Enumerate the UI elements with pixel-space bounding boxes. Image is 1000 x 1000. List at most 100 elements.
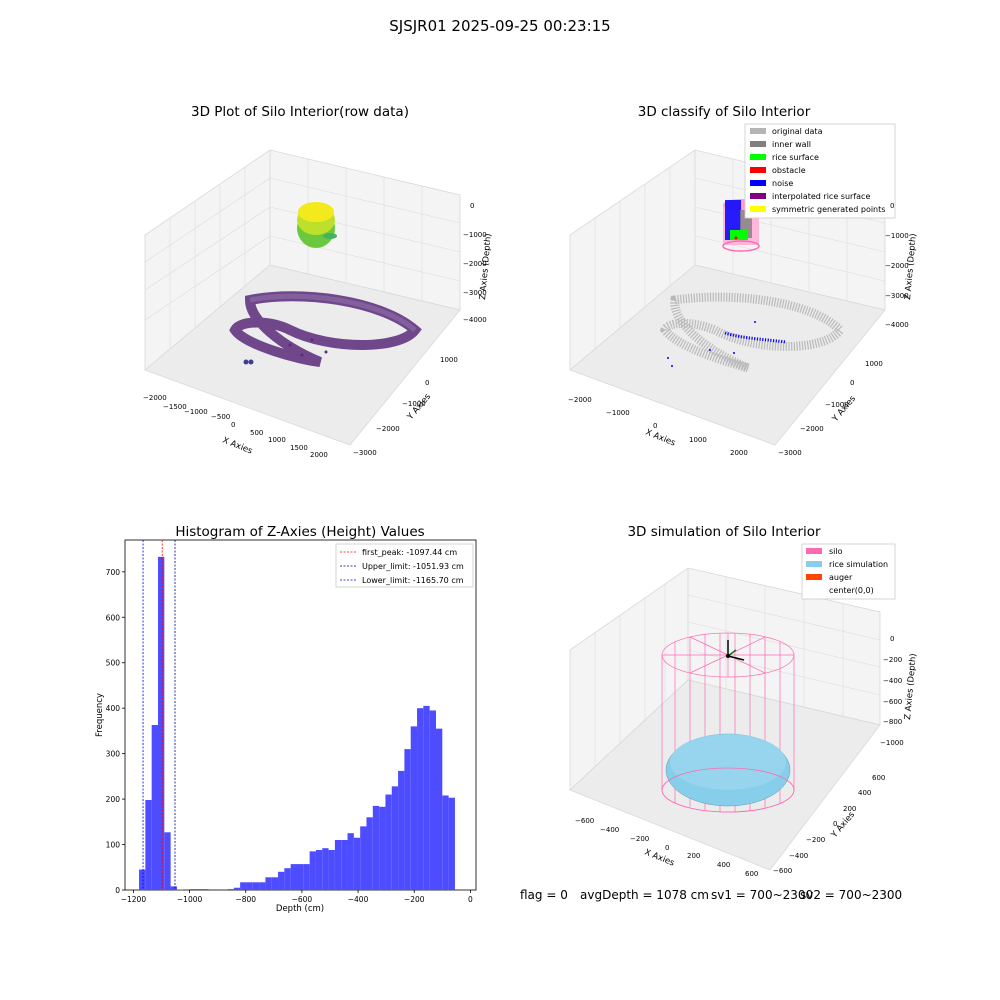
- panel1-gridlines: [144, 159, 461, 349]
- p4-ytick: −400: [789, 852, 808, 860]
- p4-legend-item: silo: [829, 547, 843, 556]
- panel1-title: 3D Plot of Silo Interior(row data): [191, 104, 409, 120]
- legend-swatch-original: [750, 128, 766, 134]
- p2-ztick: −4000: [885, 321, 909, 329]
- hist-ytick-label: 600: [106, 613, 121, 622]
- hist-legend-item: Lower_limit: -1165.70 cm: [362, 576, 464, 585]
- p2-ytick: 0: [850, 379, 854, 387]
- p1-ytick: 0: [425, 379, 429, 387]
- status-sv2: sv2 = 700~2300: [800, 888, 903, 902]
- panel4-auger: [726, 640, 745, 661]
- hist-bar: [353, 837, 361, 890]
- hist-ylabel: Frequency: [95, 693, 105, 737]
- p4-ytick: 600: [872, 774, 885, 782]
- hist-legend-item: first_peak: -1097.44 cm: [362, 548, 457, 557]
- p2-ytick: −3000: [778, 449, 802, 457]
- hist-bars: [139, 556, 455, 890]
- hist-bar: [435, 728, 443, 890]
- p1-xtick: −500: [211, 413, 230, 421]
- hist-bar: [240, 882, 247, 890]
- p4-ytick: 0: [833, 820, 837, 828]
- hist-ytick-label: 0: [115, 886, 120, 895]
- hist-bar: [423, 705, 430, 890]
- hist-bar: [227, 889, 234, 890]
- hist-bar: [379, 806, 386, 890]
- p4-xlabel: X Axies: [643, 848, 676, 869]
- hist-bar: [309, 851, 316, 890]
- hist-bar: [404, 749, 411, 890]
- p4-xtick: 200: [687, 852, 700, 860]
- hist-bar: [278, 871, 285, 890]
- hist-bar: [145, 800, 152, 890]
- panel2-ring: [659, 292, 846, 373]
- p2-ylabel: Y Axies: [830, 394, 858, 425]
- p4-ztick: −800: [883, 718, 902, 726]
- hist-bar: [347, 833, 354, 890]
- hist-bar: [398, 770, 405, 890]
- p2-xlabel: X Axies: [644, 428, 677, 449]
- panel1-zticks: 0 −1000 −2000 −3000 −4000: [463, 202, 487, 324]
- p1-xtick: −1000: [184, 408, 208, 416]
- hist-legend: first_peak: -1097.44 cm Upper_limit: -10…: [335, 543, 474, 588]
- p2-legend-item: interpolated rice surface: [772, 192, 870, 201]
- p4-ytick: 400: [858, 789, 871, 797]
- panel2-yticks: −3000 −2000 −1000 0 1000: [778, 360, 883, 457]
- hist-bar: [233, 887, 241, 890]
- hist-xtick-label: 0: [468, 895, 473, 904]
- p4-legend-item: rice simulation: [829, 560, 888, 569]
- hist-bar: [334, 840, 342, 890]
- hist-bar: [170, 886, 177, 890]
- panel3-title: Histogram of Z-Axies (Height) Values: [175, 524, 425, 540]
- p1-ytick: −1000: [402, 400, 426, 408]
- p4-ztick: −400: [883, 677, 902, 685]
- p4-xtick: 0: [665, 844, 669, 852]
- hist-bar: [391, 786, 399, 890]
- p4-xtick: −200: [630, 835, 649, 843]
- p2-legend-item: inner wall: [772, 140, 811, 149]
- hist-bar: [328, 850, 335, 890]
- panel4-yticks: −600 −400 −200 0 200 400 600: [773, 774, 885, 875]
- p1-xtick: 1000: [268, 436, 286, 444]
- p1-xtick: −1500: [163, 403, 187, 411]
- p2-ytick: −1000: [825, 401, 849, 409]
- p2-legend-item: noise: [772, 179, 793, 188]
- p2-xtick: 0: [653, 422, 657, 430]
- p4-ytick: 200: [843, 805, 856, 813]
- hist-bar: [290, 864, 297, 890]
- p2-legend-item: obstacle: [772, 166, 806, 175]
- panel1-top-cluster: [297, 202, 337, 248]
- panel4-rice: [665, 733, 791, 807]
- panel1-plot: −2000 −1500 −1000 −500 0 500 1000 1500 2…: [143, 149, 494, 459]
- status-sv1: sv1 = 700~2300: [711, 888, 814, 902]
- hist-bar: [139, 869, 146, 890]
- legend-swatch-rice: [806, 561, 822, 567]
- p1-ztick: −3000: [463, 289, 487, 297]
- hist-yticks: 0 100 200 300 400 500 600 700: [106, 568, 125, 895]
- p1-xlabel: X Axies: [221, 436, 254, 457]
- panel4-xticks: −600 −400 −200 0 200 400 600: [575, 817, 758, 878]
- p4-ztick: −1000: [880, 739, 904, 747]
- hist-ytick-label: 400: [106, 704, 121, 713]
- p2-ztick: 0: [890, 202, 894, 210]
- hist-bar: [366, 817, 373, 890]
- legend-swatch-auger: [806, 574, 822, 580]
- panel4-legend: silo rice simulation auger center(0,0): [801, 543, 896, 600]
- hist-xticks: −1200 −1000 −800 −600 −400 −200 0: [121, 890, 473, 904]
- legend-swatch-noise: [750, 180, 766, 186]
- p2-legend-item: rice surface: [772, 153, 819, 162]
- p4-ytick: −600: [773, 867, 792, 875]
- hist-bar: [284, 868, 291, 890]
- panel2-legend: original data inner wall rice surface ob…: [744, 123, 896, 219]
- legend-swatch-symmetric: [750, 206, 766, 212]
- hist-ytick-label: 200: [106, 795, 121, 804]
- hist-bar: [164, 832, 171, 890]
- panel4-zticks: 0 −200 −400 −600 −800 −1000: [880, 635, 904, 747]
- hist-bar: [410, 726, 418, 890]
- p1-xtick: 500: [250, 429, 263, 437]
- hist-bar: [189, 889, 196, 890]
- p2-ztick: −1000: [885, 232, 909, 240]
- p2-ztick: −2000: [885, 262, 909, 270]
- panel4-title: 3D simulation of Silo Interior: [627, 524, 821, 540]
- legend-swatch-silo: [806, 548, 822, 554]
- panel2-title: 3D classify of Silo Interior: [637, 104, 811, 120]
